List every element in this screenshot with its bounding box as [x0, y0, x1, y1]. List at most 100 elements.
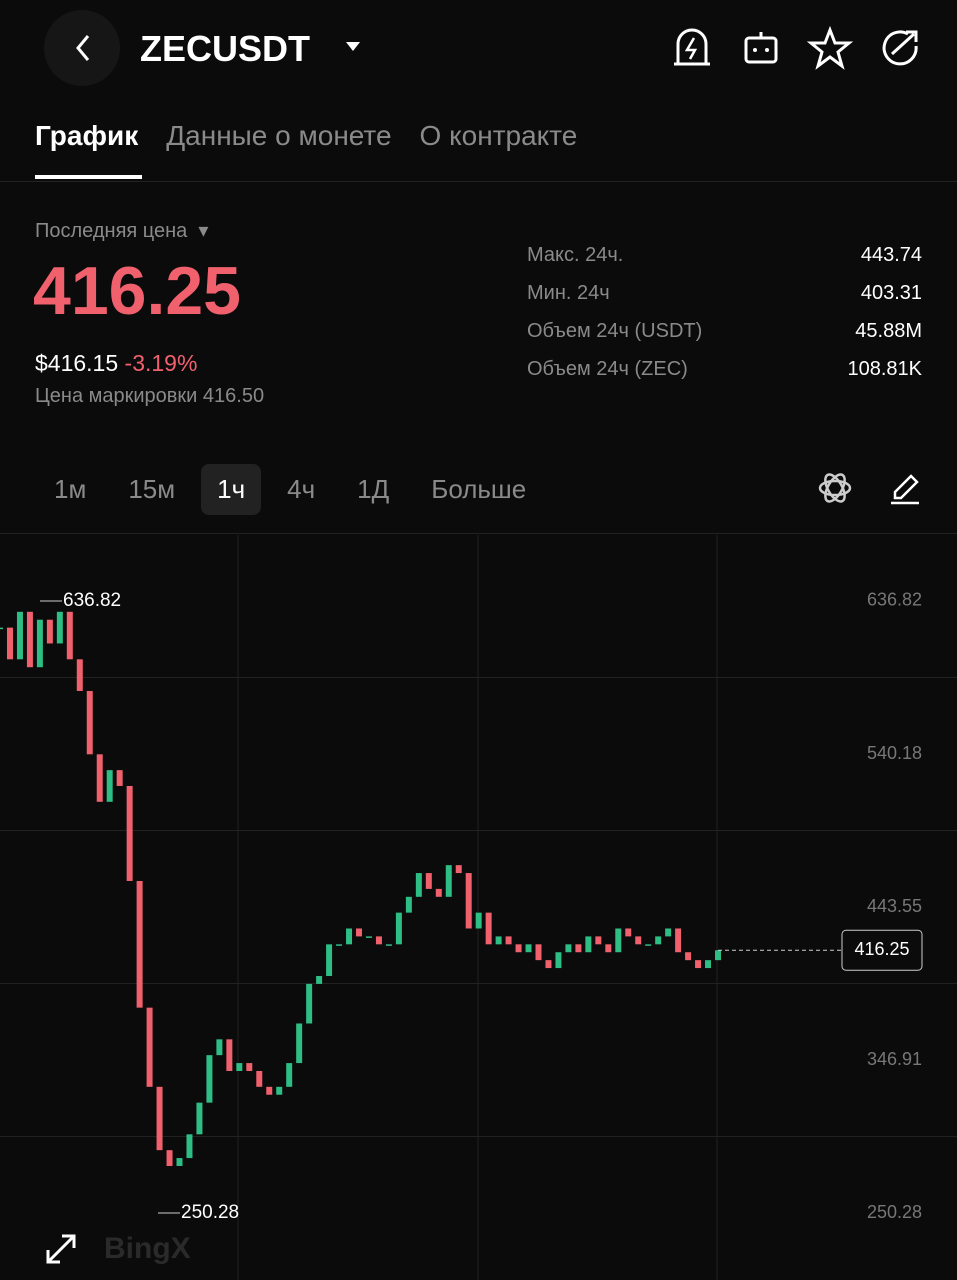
candle	[66, 611, 73, 660]
candle	[505, 936, 512, 945]
stats: Макс. 24ч. 443.74 Мин. 24ч 403.31 Объем 24ч …	[527, 244, 922, 396]
low-label: 250.28	[181, 1202, 239, 1223]
candle	[435, 888, 442, 897]
tab[interactable]: График	[35, 120, 139, 151]
candle	[615, 928, 622, 953]
candle	[605, 944, 612, 953]
tabs: График Данные о монете О контракте	[35, 120, 577, 152]
price-label[interactable]: Последняя цена ▾	[35, 220, 209, 242]
candle	[585, 936, 592, 953]
candle	[36, 619, 43, 668]
tab[interactable]: О контракте	[419, 120, 578, 151]
candle	[465, 873, 472, 929]
interval[interactable]: 1Д	[357, 474, 390, 504]
candle	[565, 944, 572, 953]
interval[interactable]: 15м	[128, 474, 176, 504]
tab[interactable]: Данные о монете	[166, 120, 392, 151]
last-price-box	[841, 929, 923, 971]
back-button[interactable]	[44, 10, 120, 86]
candle	[46, 619, 53, 644]
candle	[156, 1086, 163, 1151]
candle	[326, 944, 333, 976]
interval[interactable]: Больше	[431, 474, 527, 504]
candle	[236, 1063, 243, 1071]
usd-price: $416.15 -3.19%	[35, 350, 197, 377]
candle	[705, 960, 712, 969]
candle	[395, 912, 402, 945]
chart-tools[interactable]	[815, 470, 925, 510]
candle	[56, 611, 63, 644]
usd: $416.15	[35, 350, 119, 376]
last-price: 416.25	[33, 253, 241, 329]
candle	[385, 944, 392, 946]
stat-row: Мин. 24ч 403.31	[527, 282, 922, 320]
interval[interactable]: 1м	[54, 474, 87, 504]
toolbar-icons[interactable]	[670, 26, 930, 70]
candle	[485, 912, 492, 945]
candle	[515, 944, 522, 953]
candle	[86, 690, 93, 755]
candle	[266, 1086, 273, 1095]
candle	[6, 627, 13, 660]
candle	[196, 1102, 203, 1135]
candle	[425, 873, 432, 889]
stat-label: Объем 24ч (USDT)	[527, 320, 703, 342]
candle	[226, 1039, 233, 1071]
candle	[415, 873, 422, 897]
stat-value: 45.88M	[855, 320, 922, 342]
candle	[106, 770, 113, 802]
stat-label: Макс. 24ч.	[527, 244, 624, 266]
interval[interactable]: 1ч	[201, 464, 262, 515]
candle	[665, 928, 672, 937]
candle	[475, 912, 482, 929]
candle	[545, 960, 552, 969]
candle	[535, 944, 542, 961]
candle	[26, 611, 33, 668]
candle	[276, 1086, 283, 1095]
y-tick-label: 346.91	[867, 1049, 922, 1069]
candle	[655, 936, 662, 945]
candle	[116, 770, 123, 786]
candle	[126, 785, 133, 881]
candle	[645, 944, 652, 946]
change: -3.19%	[124, 350, 198, 376]
candle	[16, 611, 23, 660]
candle	[336, 944, 343, 946]
divider	[0, 181, 957, 182]
candle	[625, 928, 632, 937]
candle	[256, 1070, 263, 1087]
candle	[715, 950, 721, 961]
candle	[296, 1023, 303, 1064]
interval[interactable]: 4ч	[287, 474, 316, 504]
stat-value: 108.81K	[847, 358, 922, 380]
stat-label: Объем 24ч (ZEC)	[527, 358, 688, 380]
candle	[246, 1063, 253, 1071]
y-tick-label: 636.82	[867, 590, 922, 610]
candle	[176, 1158, 183, 1166]
candle	[365, 936, 372, 938]
y-tick-label: 250.28	[867, 1202, 922, 1222]
mark-price: Цена маркировки 416.50	[35, 385, 265, 407]
candle	[166, 1150, 173, 1166]
symbol[interactable]: ZECUSDT	[140, 28, 310, 69]
y-tick-label: 443.55	[867, 896, 922, 916]
candle	[356, 928, 362, 937]
candle	[316, 975, 323, 984]
candle	[445, 865, 452, 897]
stat-value: 443.74	[860, 244, 922, 266]
stat-row: Макс. 24ч. 443.74	[527, 244, 922, 282]
y-tick-label: 540.18	[867, 743, 922, 763]
high-label: 636.82	[63, 590, 121, 611]
candle	[375, 936, 382, 945]
candle	[96, 754, 103, 802]
candle	[0, 627, 3, 630]
last-price-label: 416.25	[854, 939, 909, 959]
candle	[675, 928, 682, 953]
intervals: 1м 15м 1ч 4ч 1Д Больше	[38, 464, 542, 515]
expand-icon[interactable]	[44, 1232, 78, 1266]
tab-underline	[35, 175, 142, 179]
watermark: BingX	[104, 1232, 191, 1265]
candle	[76, 659, 83, 691]
